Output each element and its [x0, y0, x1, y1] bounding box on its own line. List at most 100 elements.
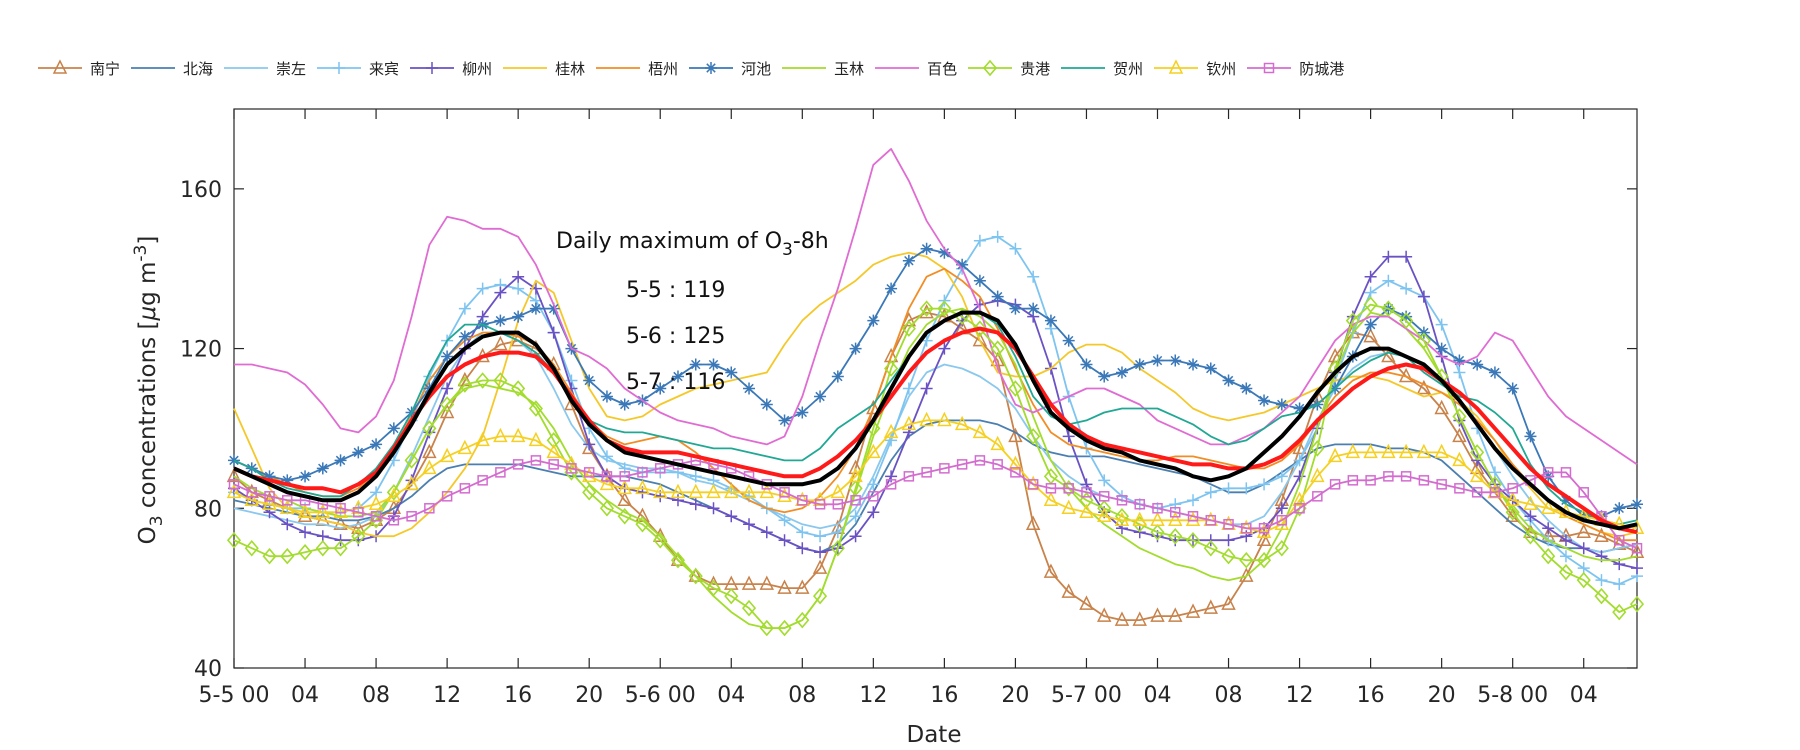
series-13-point	[883, 423, 899, 439]
legend-swatch-marker	[1168, 59, 1184, 74]
series-13-point	[972, 423, 988, 439]
series-5-point	[707, 502, 720, 515]
legend-label: 北海	[183, 59, 214, 78]
series-4-point	[867, 478, 880, 491]
series-14-point	[654, 463, 666, 474]
series-8-point	[1400, 310, 1413, 323]
series-5-point	[299, 526, 312, 539]
series-8-point	[441, 350, 454, 363]
series-13-point	[653, 483, 668, 499]
legend-label: 桂林	[555, 59, 586, 78]
series-1-point	[795, 579, 810, 594]
series-11-point	[1256, 551, 1272, 569]
series-8-point	[1435, 342, 1448, 355]
series-13-point	[1469, 467, 1485, 483]
series-14-line	[233, 459, 1638, 550]
series-5-point	[1275, 502, 1288, 515]
legend-label: 贺州	[1113, 59, 1144, 78]
series-13-point	[901, 415, 917, 431]
series-8-point	[1133, 358, 1146, 371]
series-8-point	[938, 246, 951, 259]
series-8-point	[743, 382, 756, 395]
series-1-point	[1256, 531, 1272, 546]
series-1-point	[1132, 611, 1147, 626]
x-tick-label: 20	[1428, 683, 1456, 708]
series-11-point	[1097, 500, 1112, 517]
series-5-point	[902, 426, 915, 439]
x-tick-label: 04	[717, 683, 745, 708]
series-5-point	[263, 506, 276, 519]
series-13-point	[368, 495, 384, 511]
series-13-point	[1452, 451, 1467, 467]
y-axis-title-g: g m	[135, 262, 161, 306]
series-14-point	[512, 459, 524, 470]
series-8-point	[529, 302, 542, 315]
series-11-point	[1203, 539, 1218, 557]
series-5-point	[725, 510, 738, 523]
x-tick-label: 04	[291, 683, 319, 708]
series-14-point	[1170, 507, 1181, 518]
legend-item: 防城港	[1245, 58, 1344, 79]
daily-max-annotation: Daily maximum of O3-8h 5-5 : 119 5-6 : 1…	[556, 229, 829, 395]
legend-swatch-marker	[333, 62, 346, 74]
series-1-point	[1612, 535, 1627, 550]
series-5-point	[1417, 290, 1430, 303]
series-1-point	[1043, 563, 1059, 578]
series-8-point	[1488, 366, 1501, 379]
series-8-point	[316, 462, 329, 475]
x-tick-label: 04	[1570, 683, 1598, 708]
legend-swatch	[410, 62, 455, 74]
series-5-point	[1364, 270, 1377, 283]
series-11-point	[511, 380, 526, 397]
series-13-point	[528, 431, 544, 447]
series-14-group	[228, 455, 1643, 554]
legend-item: 崇左	[222, 58, 306, 79]
series-11-point	[1345, 312, 1360, 329]
series-13-point	[1150, 511, 1165, 527]
series-13-point	[1079, 503, 1094, 519]
series-8-point	[831, 370, 844, 383]
series-14-point	[832, 499, 844, 510]
legend-label: 南宁	[90, 59, 121, 78]
series-6-group	[233, 251, 1638, 538]
series-5-point	[778, 534, 791, 547]
series-1-point	[226, 467, 242, 483]
series-13-point	[1043, 491, 1059, 507]
series-14-point	[548, 459, 559, 470]
series-4-line	[233, 235, 1638, 585]
series-1-point	[1469, 459, 1485, 475]
series-14-point	[1489, 487, 1501, 498]
series-14-point	[868, 491, 879, 502]
series-1-line	[233, 311, 1638, 621]
series-11-point	[724, 587, 739, 605]
series-14-point	[1134, 499, 1145, 510]
series-5-point	[920, 382, 933, 395]
x-tick-label: 5-5 00	[199, 683, 270, 708]
legend-swatch-marker	[983, 59, 998, 77]
series-11-point	[440, 396, 455, 413]
series-14-point	[1418, 475, 1430, 486]
series-8-point	[299, 470, 312, 483]
legend-label: 百色	[927, 59, 958, 78]
highlight-black-group	[233, 310, 1638, 531]
series-13-point	[1629, 519, 1645, 534]
series-1-point	[1221, 595, 1236, 610]
series-4-point	[1435, 318, 1448, 331]
series-13-point	[510, 427, 526, 443]
annotation-line-3: 5-7 : 116	[626, 370, 725, 395]
series-8-point	[334, 454, 347, 467]
series-13-point	[493, 427, 508, 443]
series-13-point	[1256, 523, 1272, 538]
series-13-point	[1132, 511, 1147, 527]
series-13-point	[954, 415, 970, 431]
series-8-point	[1524, 430, 1537, 443]
y-tick-label: 40	[194, 657, 222, 682]
series-8-point	[281, 474, 294, 487]
series-14-point	[850, 495, 861, 506]
series-13-point	[1097, 507, 1112, 523]
series-11-point	[1612, 603, 1627, 621]
series-8-point	[1062, 334, 1075, 347]
series-11-point	[688, 567, 703, 585]
annotation-title: Daily maximum of O	[556, 229, 782, 254]
series-8-point	[547, 302, 560, 315]
